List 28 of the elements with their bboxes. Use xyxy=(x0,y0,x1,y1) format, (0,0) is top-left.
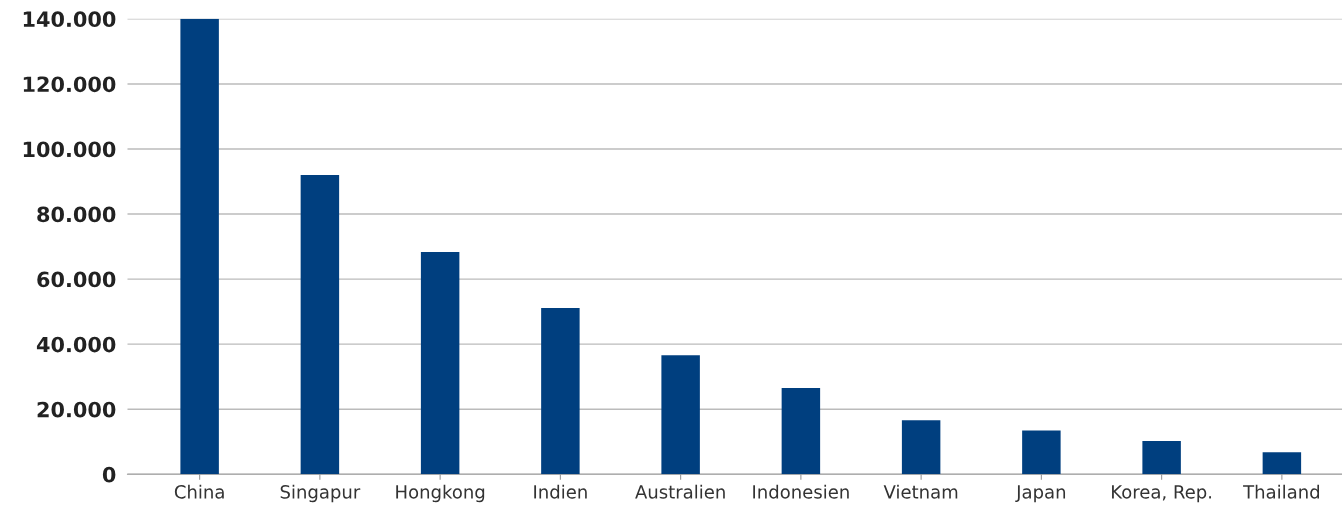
y-tick-label: 20.000 xyxy=(37,401,116,418)
bar xyxy=(1142,441,1181,475)
x-tick-label: Korea, Rep. xyxy=(1112,485,1212,503)
x-tick-label: Japan xyxy=(1015,485,1066,503)
y-tick-label: 100.000 xyxy=(23,141,116,158)
bar xyxy=(180,18,219,475)
x-tick-label: Hongkong xyxy=(396,484,485,503)
bar xyxy=(781,388,821,475)
bar xyxy=(901,420,941,475)
bar xyxy=(661,355,700,475)
bar xyxy=(541,308,580,475)
x-tick-label: Thailand xyxy=(1243,484,1320,499)
y-tick-label: 0 xyxy=(102,466,116,483)
x-tick-label: Singapur xyxy=(280,484,361,503)
bar xyxy=(420,252,460,475)
bar xyxy=(1262,452,1302,475)
y-tick-label: 120.000 xyxy=(23,76,116,93)
bar xyxy=(1022,430,1061,475)
x-tick-label: Indien xyxy=(534,484,587,499)
bar xyxy=(300,175,340,475)
y-tick-label: 60.000 xyxy=(37,271,116,288)
x-tick-label: China xyxy=(174,484,224,499)
y-tick-label: 140.000 xyxy=(23,11,116,28)
x-tick-label: Indonesien xyxy=(753,484,849,499)
y-tick-label: 40.000 xyxy=(36,336,116,353)
x-tick-label: Australien xyxy=(635,484,725,499)
x-tick-label: Vietnam xyxy=(883,484,958,499)
y-tick-label: 80.000 xyxy=(37,206,116,223)
